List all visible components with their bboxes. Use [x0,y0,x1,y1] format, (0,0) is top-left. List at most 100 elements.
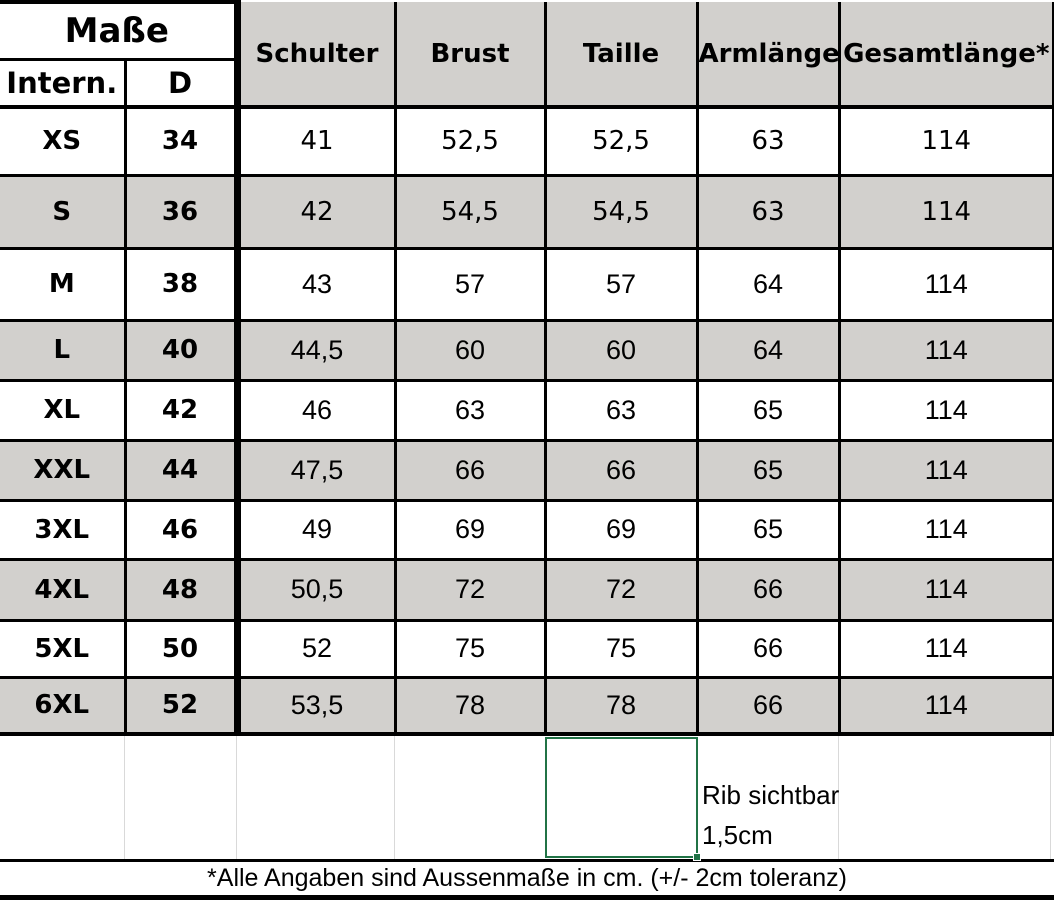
schulter-value-cell: 43 [235,246,397,322]
size-intern-cell: S [0,173,127,250]
size-d-cell: 34 [123,105,241,177]
gesamtlaenge-value-cell: 114 [837,173,1054,250]
size-d-cell: 44 [123,438,241,502]
armlaenge-value-cell: 64 [695,246,841,322]
table-row: 5XL 50 52 75 75 66 114 [0,618,1054,679]
brust-value-cell: 52,5 [393,105,547,177]
brust-value-cell: 72 [393,557,547,622]
table-title: Maße [0,0,241,61]
table-row: L 40 44,5 60 60 64 114 [0,318,1054,382]
schulter-value-cell: 47,5 [235,438,397,502]
selected-cell[interactable] [545,737,701,861]
empty-spreadsheet-row: Rib sichtbar 1,5cm [0,736,1054,861]
brust-value-cell: 78 [393,675,547,736]
rib-note-line2: 1,5cm [702,820,773,850]
taille-value-cell: 66 [543,438,699,502]
header-row-title: Maße Schulter Brust Taille Armlänge Gesa… [0,0,1054,109]
subheader-intern: Intern. [0,57,127,109]
subheader-d: D [125,57,241,109]
size-intern-cell: XS [0,105,127,177]
brust-value-cell: 57 [393,246,547,322]
armlaenge-value-cell: 66 [695,675,841,736]
gridline [394,736,395,859]
fill-handle[interactable] [693,853,701,861]
schulter-value-cell: 53,5 [235,675,397,736]
column-header-schulter: Schulter [235,2,397,109]
brust-value-cell: 69 [393,498,547,561]
schulter-value-cell: 52 [235,618,397,679]
header-row-sub: Intern. D [0,57,1054,109]
size-intern-cell: M [0,246,127,322]
armlaenge-value-cell: 66 [695,618,841,679]
gridline [236,736,237,859]
column-header-gesamtlaenge: Gesamtlänge* [837,2,1054,109]
taille-value-cell: 52,5 [543,105,699,177]
size-rows: XS 34 41 52,5 52,5 63 114 S 36 42 54,5 5… [0,105,1054,736]
size-d-cell: 40 [123,318,241,382]
brust-value-cell: 63 [393,378,547,442]
size-intern-cell: 6XL [0,675,127,736]
gesamtlaenge-value-cell: 114 [837,557,1054,622]
table-row: 6XL 52 53,5 78 78 66 114 [0,675,1054,736]
armlaenge-value-cell: 66 [695,557,841,622]
size-d-cell: 52 [123,675,241,736]
taille-value-cell: 60 [543,318,699,382]
taille-value-cell: 69 [543,498,699,561]
taille-value-cell: 57 [543,246,699,322]
table-row: XXL 44 47,5 66 66 65 114 [0,438,1054,502]
schulter-value-cell: 42 [235,173,397,250]
table-row: S 36 42 54,5 54,5 63 114 [0,173,1054,250]
footnote-text: *Alle Angaben sind Aussenmaße in cm. (+/… [207,864,847,892]
armlaenge-value-cell: 64 [695,318,841,382]
armlaenge-value-cell: 63 [695,105,841,177]
size-intern-cell: L [0,318,127,382]
schulter-value-cell: 41 [235,105,397,177]
size-intern-cell: XL [0,378,127,442]
gesamtlaenge-value-cell: 114 [837,246,1054,322]
brust-value-cell: 60 [393,318,547,382]
size-d-cell: 46 [123,498,241,561]
size-d-cell: 42 [123,378,241,442]
gridline [124,736,125,859]
table-row: M 38 43 57 57 64 114 [0,246,1054,322]
schulter-value-cell: 50,5 [235,557,397,622]
armlaenge-value-cell: 65 [695,378,841,442]
taille-value-cell: 63 [543,378,699,442]
gesamtlaenge-value-cell: 114 [837,438,1054,502]
size-d-cell: 48 [123,557,241,622]
table-row: XL 42 46 63 63 65 114 [0,378,1054,442]
taille-value-cell: 54,5 [543,173,699,250]
armlaenge-value-cell: 65 [695,438,841,502]
table-row: 4XL 48 50,5 72 72 66 114 [0,557,1054,622]
schulter-value-cell: 49 [235,498,397,561]
rib-note: Rib sichtbar 1,5cm [700,736,868,859]
size-intern-cell: 3XL [0,498,127,561]
size-intern-cell: 4XL [0,557,127,622]
taille-value-cell: 75 [543,618,699,679]
table-row: XS 34 41 52,5 52,5 63 114 [0,105,1054,177]
gesamtlaenge-value-cell: 114 [837,105,1054,177]
brust-value-cell: 54,5 [393,173,547,250]
taille-value-cell: 78 [543,675,699,736]
size-chart-table: Maße Schulter Brust Taille Armlänge Gesa… [0,0,1054,736]
gesamtlaenge-value-cell: 114 [837,675,1054,736]
rib-note-line1: Rib sichtbar [702,780,840,810]
gesamtlaenge-value-cell: 114 [837,498,1054,561]
column-header-taille: Taille [543,2,699,109]
armlaenge-value-cell: 65 [695,498,841,561]
taille-value-cell: 72 [543,557,699,622]
schulter-value-cell: 44,5 [235,318,397,382]
table-row: 3XL 46 49 69 69 65 114 [0,498,1054,561]
gesamtlaenge-value-cell: 114 [837,618,1054,679]
size-intern-cell: 5XL [0,618,127,679]
gridline [838,736,839,859]
footnote-row: *Alle Angaben sind Aussenmaße in cm. (+/… [0,859,1054,900]
armlaenge-value-cell: 63 [695,173,841,250]
size-d-cell: 38 [123,246,241,322]
size-intern-cell: XXL [0,438,127,502]
schulter-value-cell: 46 [235,378,397,442]
brust-value-cell: 66 [393,438,547,502]
column-header-armlaenge: Armlänge [695,2,841,109]
column-header-brust: Brust [393,2,547,109]
